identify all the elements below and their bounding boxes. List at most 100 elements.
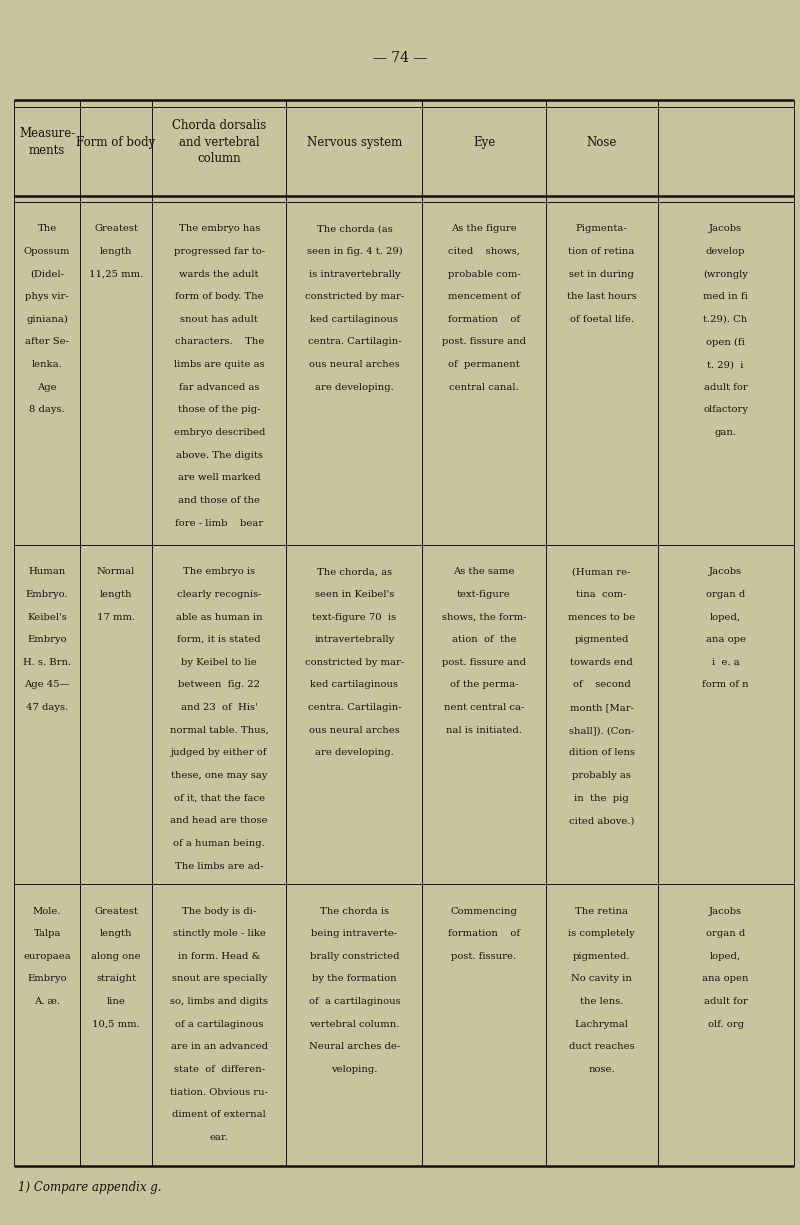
- Text: Greatest: Greatest: [94, 224, 138, 233]
- Text: The: The: [38, 224, 57, 233]
- Text: snout has adult: snout has adult: [180, 315, 258, 323]
- Text: Lachrymal: Lachrymal: [574, 1019, 629, 1029]
- Text: progressed far to-: progressed far to-: [174, 246, 265, 256]
- Text: formation    of: formation of: [448, 315, 520, 323]
- Text: t. 29)  i: t. 29) i: [707, 360, 744, 369]
- Text: 47 days.: 47 days.: [26, 703, 68, 712]
- Text: ana ope: ana ope: [706, 635, 746, 644]
- Text: wards the adult: wards the adult: [179, 270, 259, 278]
- Text: i  e. a: i e. a: [712, 658, 739, 666]
- Text: olfactory: olfactory: [703, 405, 748, 414]
- Text: towards end: towards end: [570, 658, 633, 666]
- Text: dition of lens: dition of lens: [569, 748, 634, 757]
- Text: normal table. Thus,: normal table. Thus,: [170, 725, 269, 735]
- Text: (wrongly: (wrongly: [703, 270, 748, 278]
- Text: Age 45—: Age 45—: [24, 680, 70, 690]
- Text: H. s. Brn.: H. s. Brn.: [23, 658, 71, 666]
- Text: straight: straight: [96, 975, 136, 984]
- Text: centra. Cartilagin-: centra. Cartilagin-: [307, 338, 402, 347]
- Text: ana open: ana open: [702, 975, 749, 984]
- Text: The embryo has: The embryo has: [178, 224, 260, 233]
- Text: loped,: loped,: [710, 952, 741, 960]
- Text: form of body. The: form of body. The: [175, 293, 263, 301]
- Text: are in an advanced: are in an advanced: [170, 1042, 268, 1051]
- Text: Human: Human: [29, 567, 66, 576]
- Text: these, one may say: these, one may say: [171, 772, 267, 780]
- Text: is intravertebrally: is intravertebrally: [309, 270, 400, 278]
- Text: seen in fig. 4 t. 29): seen in fig. 4 t. 29): [306, 246, 402, 256]
- Text: ous neural arches: ous neural arches: [309, 360, 400, 369]
- Text: Pigmenta-: Pigmenta-: [576, 224, 627, 233]
- Text: ked cartilaginous: ked cartilaginous: [310, 680, 398, 690]
- Text: Nose: Nose: [586, 136, 617, 148]
- Text: the last hours: the last hours: [566, 293, 637, 301]
- Text: pigmented.: pigmented.: [573, 952, 630, 960]
- Text: open (fi: open (fi: [706, 338, 745, 347]
- Text: — 74 —: — 74 —: [373, 51, 427, 65]
- Text: tina  com-: tina com-: [576, 589, 627, 599]
- Text: post. fissure and: post. fissure and: [442, 658, 526, 666]
- Text: Talpa: Talpa: [34, 929, 61, 938]
- Text: fore - limb    bear: fore - limb bear: [175, 519, 263, 528]
- Text: Keibel's: Keibel's: [27, 612, 67, 621]
- Text: intravertebrally: intravertebrally: [314, 635, 394, 644]
- Text: Embryo: Embryo: [27, 975, 67, 984]
- Text: ation  of  the: ation of the: [452, 635, 516, 644]
- Text: shall]). (Con-: shall]). (Con-: [569, 725, 634, 735]
- Text: and head are those: and head are those: [170, 816, 268, 826]
- Text: Chorda dorsalis
and vertebral
column: Chorda dorsalis and vertebral column: [172, 119, 266, 165]
- Text: line: line: [106, 997, 126, 1006]
- Text: Jacobs: Jacobs: [709, 906, 742, 915]
- Text: are developing.: are developing.: [315, 748, 394, 757]
- Text: vertebral column.: vertebral column.: [310, 1019, 399, 1029]
- Text: probable com-: probable com-: [448, 270, 520, 278]
- Text: of a cartilaginous: of a cartilaginous: [175, 1019, 263, 1029]
- Text: text-figure 70  is: text-figure 70 is: [312, 612, 397, 621]
- Text: Embryo.: Embryo.: [26, 589, 69, 599]
- Text: 8 days.: 8 days.: [30, 405, 65, 414]
- Text: Jacobs: Jacobs: [709, 567, 742, 576]
- Text: Form of body: Form of body: [76, 136, 156, 148]
- Text: lenka.: lenka.: [32, 360, 62, 369]
- Text: length: length: [100, 589, 132, 599]
- Text: and those of the: and those of the: [178, 496, 260, 505]
- Text: The chorda, as: The chorda, as: [317, 567, 392, 576]
- Text: after Se-: after Se-: [26, 338, 70, 347]
- Text: giniana): giniana): [26, 315, 68, 323]
- Text: (Didel-: (Didel-: [30, 270, 64, 278]
- Text: 10,5 mm.: 10,5 mm.: [92, 1019, 140, 1029]
- Text: able as human in: able as human in: [176, 612, 262, 621]
- Text: Eye: Eye: [473, 136, 495, 148]
- Text: judged by either of: judged by either of: [171, 748, 267, 757]
- Text: Greatest: Greatest: [94, 906, 138, 915]
- Text: those of the pig-: those of the pig-: [178, 405, 261, 414]
- Text: The chorda is: The chorda is: [320, 906, 389, 915]
- Text: tiation. Obvious ru-: tiation. Obvious ru-: [170, 1088, 268, 1096]
- Text: formation    of: formation of: [448, 929, 520, 938]
- Text: adult for: adult for: [704, 382, 747, 392]
- Text: month [Mar-: month [Mar-: [570, 703, 634, 712]
- Text: brally constricted: brally constricted: [310, 952, 399, 960]
- Text: and 23  of  His': and 23 of His': [181, 703, 258, 712]
- Text: loped,: loped,: [710, 612, 741, 621]
- Text: of  a cartilaginous: of a cartilaginous: [309, 997, 400, 1006]
- Text: post. fissure and: post. fissure and: [442, 338, 526, 347]
- Text: in form. Head &: in form. Head &: [178, 952, 260, 960]
- Text: olf. org: olf. org: [708, 1019, 744, 1029]
- Text: As the same: As the same: [454, 567, 514, 576]
- Text: shows, the form-: shows, the form-: [442, 612, 526, 621]
- Text: being intraverte-: being intraverte-: [311, 929, 398, 938]
- Text: 1) Compare appendix g.: 1) Compare appendix g.: [18, 1181, 162, 1194]
- Text: europaea: europaea: [23, 952, 71, 960]
- Text: stinctly mole - like: stinctly mole - like: [173, 929, 266, 938]
- Text: Jacobs: Jacobs: [709, 224, 742, 233]
- Text: constricted by mar-: constricted by mar-: [305, 293, 404, 301]
- Text: Embryo: Embryo: [27, 635, 67, 644]
- Text: characters.    The: characters. The: [174, 338, 264, 347]
- Text: is completely: is completely: [568, 929, 635, 938]
- Text: constricted by mar-: constricted by mar-: [305, 658, 404, 666]
- Text: by Keibel to lie: by Keibel to lie: [182, 658, 257, 666]
- Text: As the figure: As the figure: [451, 224, 517, 233]
- Text: nose.: nose.: [588, 1065, 615, 1074]
- Text: A. æ.: A. æ.: [34, 997, 60, 1006]
